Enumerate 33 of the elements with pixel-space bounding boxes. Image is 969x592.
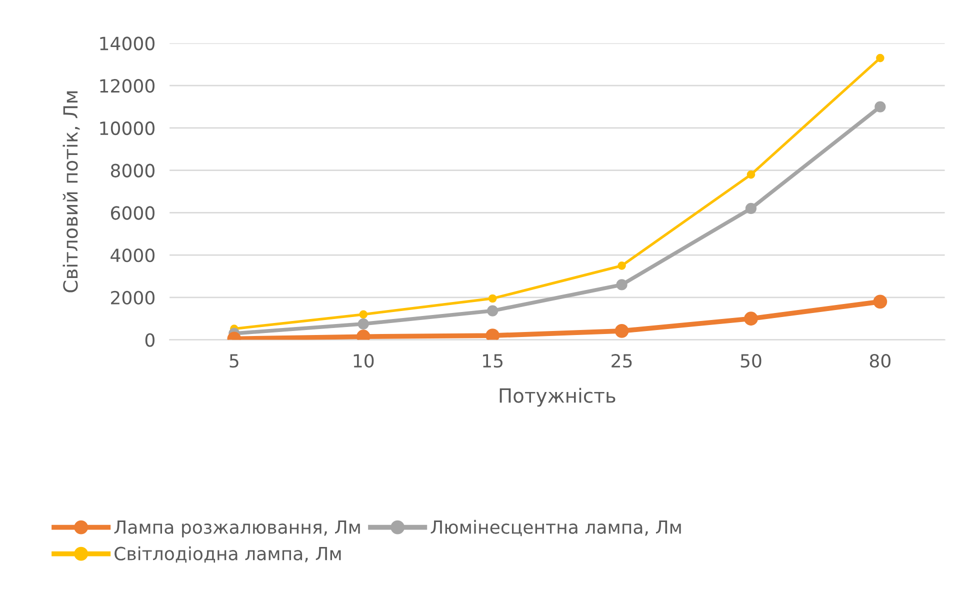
point bbox=[874, 101, 886, 112]
legend-label: Люмінесцентна лампа, Лм bbox=[430, 520, 681, 536]
legend-label: Світлодіодна лампа, Лм bbox=[114, 546, 341, 563]
point bbox=[876, 54, 884, 62]
x-tick-label: 25 bbox=[612, 354, 632, 368]
y-tick-label: 0 bbox=[145, 333, 154, 347]
y-tick-label: 14000 bbox=[100, 36, 154, 50]
point bbox=[618, 261, 626, 270]
x-axis-title: Потужність bbox=[500, 388, 616, 407]
x-tick-label: 15 bbox=[483, 354, 502, 368]
point bbox=[488, 294, 497, 303]
y-tick-label: 12000 bbox=[100, 79, 154, 93]
y-axis-title: Світловий потік, Лм bbox=[62, 91, 80, 292]
x-tick-label: 80 bbox=[870, 354, 890, 368]
y-tick-label: 2000 bbox=[111, 290, 154, 305]
point bbox=[486, 328, 500, 340]
y-tick-label: 4000 bbox=[110, 248, 154, 262]
y-tick-label: 8000 bbox=[110, 164, 154, 178]
point bbox=[358, 318, 369, 330]
point bbox=[616, 279, 628, 290]
x-tick-label: 10 bbox=[354, 354, 374, 368]
point bbox=[359, 310, 368, 319]
y-tick-label: 10000 bbox=[100, 121, 154, 136]
point bbox=[873, 294, 888, 309]
point bbox=[746, 170, 756, 179]
point bbox=[744, 312, 758, 326]
x-tick-label: 5 bbox=[230, 354, 238, 368]
legend-label: Лампа розжалювання, Лм bbox=[114, 520, 360, 538]
point bbox=[614, 324, 629, 338]
point bbox=[487, 305, 498, 316]
x-tick-label: 50 bbox=[740, 354, 762, 368]
y-tick-label: 6000 bbox=[110, 206, 154, 220]
point bbox=[745, 202, 757, 214]
